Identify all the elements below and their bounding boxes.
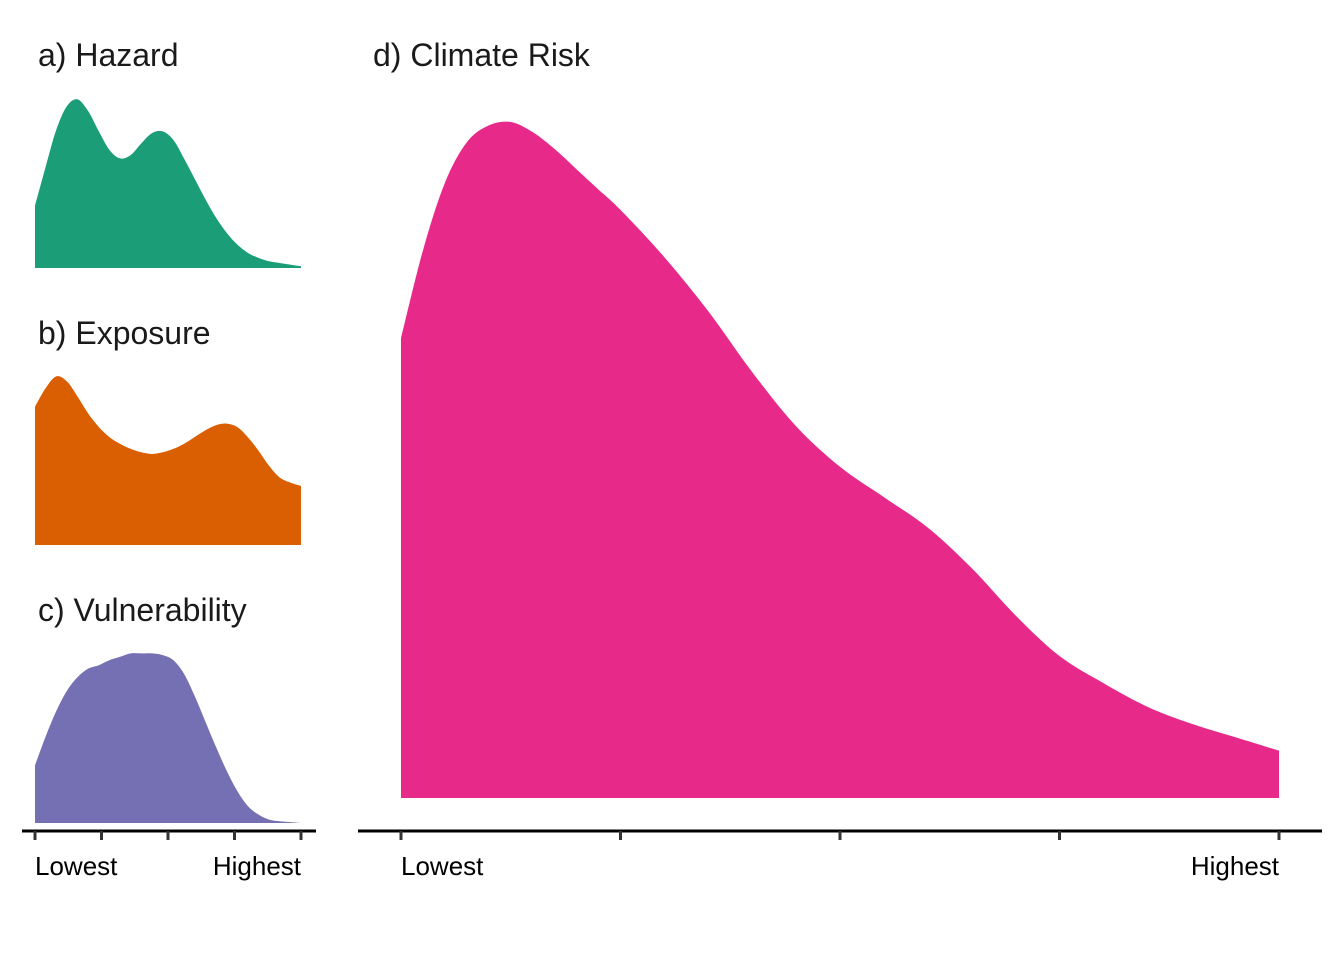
panel-hazard: a) Hazard — [35, 37, 301, 268]
left-x-tick-label-highest: Highest — [213, 851, 302, 881]
panel-title-exposure: b) Exposure — [38, 315, 211, 351]
exposure-density-area — [35, 376, 301, 545]
panel-climate-risk: d) Climate Risk Lowest Highest — [358, 37, 1322, 881]
climate-risk-figure: a) Hazard b) Exposure c) Vulnerability L… — [0, 0, 1344, 960]
panel-exposure: b) Exposure — [35, 315, 301, 545]
right-x-tick-label-highest: Highest — [1191, 851, 1280, 881]
panel-title-vulnerability: c) Vulnerability — [38, 592, 247, 628]
left-x-tick-label-lowest: Lowest — [35, 851, 118, 881]
panel-title-hazard: a) Hazard — [38, 37, 179, 73]
vulnerability-density-area — [35, 653, 301, 823]
climate-risk-density-area — [401, 122, 1279, 798]
panel-vulnerability: c) Vulnerability Lowest Highest — [22, 592, 316, 881]
right-x-tick-label-lowest: Lowest — [401, 851, 484, 881]
hazard-density-area — [35, 99, 301, 268]
panel-title-climate-risk: d) Climate Risk — [373, 37, 591, 73]
